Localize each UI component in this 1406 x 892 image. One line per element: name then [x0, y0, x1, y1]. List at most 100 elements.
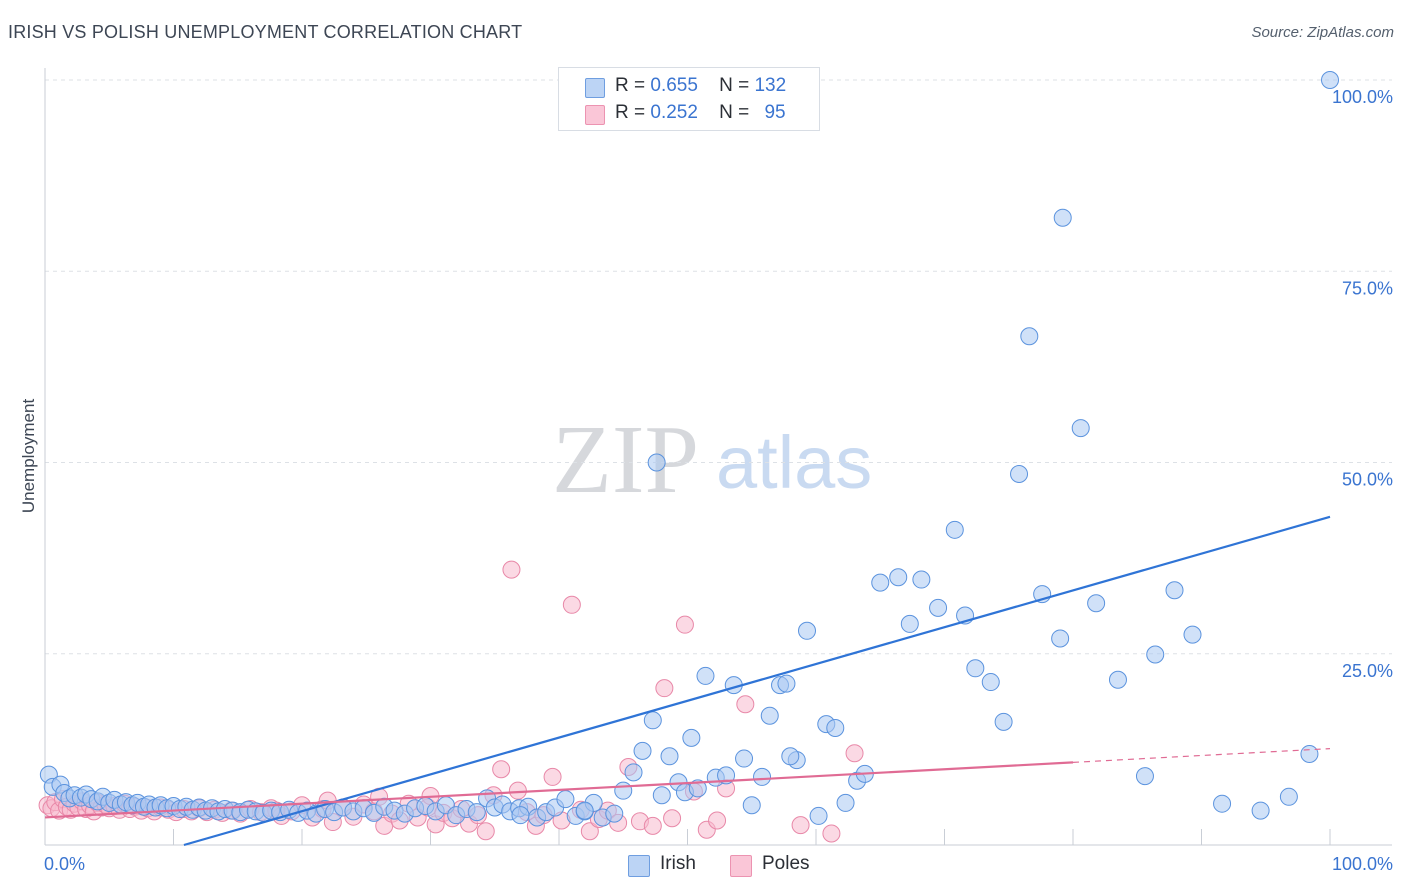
irish-point	[836, 793, 855, 812]
y-tick-label: 50.0%	[1342, 470, 1393, 490]
x-tick-label: 0.0%	[44, 854, 85, 874]
irish-points	[39, 71, 1339, 827]
poles-point	[502, 560, 521, 579]
n-value-poles: 95	[764, 102, 786, 123]
poles-point	[543, 767, 562, 786]
poles-point	[508, 781, 527, 800]
legend-poles-label: Poles	[762, 853, 810, 874]
irish-point	[633, 741, 652, 760]
irish-point	[945, 520, 964, 539]
irish-point	[1251, 801, 1270, 820]
poles-point	[708, 811, 727, 830]
poles-swatch	[585, 105, 605, 125]
irish-point	[1213, 794, 1232, 813]
n-label: N =	[719, 102, 750, 123]
irish-point	[1146, 645, 1165, 664]
legend-irish-label: Irish	[660, 853, 696, 874]
irish-point	[871, 573, 890, 592]
irish-point	[652, 786, 671, 805]
poles-point	[492, 760, 511, 779]
irish-point	[1051, 629, 1070, 648]
irish-point	[760, 706, 779, 725]
irish-point	[929, 598, 948, 617]
irish-point	[1053, 208, 1072, 227]
irish-point	[643, 711, 662, 730]
irish-swatch	[585, 78, 605, 98]
irish-point	[575, 801, 594, 820]
legend-irish-swatch	[628, 855, 650, 877]
irish-trend-line	[183, 515, 1331, 847]
irish-point	[647, 453, 666, 472]
irish-point	[753, 767, 772, 786]
irish-point	[467, 803, 486, 822]
irish-point	[1279, 787, 1298, 806]
y-axis-label: Unemployment	[19, 399, 38, 514]
irish-point	[511, 806, 530, 825]
irish-point	[1010, 464, 1029, 483]
poles-point	[675, 615, 694, 634]
irish-point	[614, 781, 633, 800]
legend-poles-swatch	[730, 855, 752, 877]
irish-point	[1135, 767, 1154, 786]
r-label: R =	[615, 75, 646, 96]
poles-point	[791, 816, 810, 835]
irish-point	[1165, 581, 1184, 600]
irish-point	[660, 747, 679, 766]
irish-point	[966, 659, 985, 678]
axes	[44, 68, 1392, 846]
irish-point	[682, 728, 701, 747]
irish-point	[798, 621, 817, 640]
irish-point	[1071, 419, 1090, 438]
irish-point	[900, 614, 919, 633]
irish-point	[1087, 594, 1106, 613]
irish-point	[912, 570, 931, 589]
irish-point	[781, 747, 800, 766]
irish-point	[688, 779, 707, 798]
trend-lines	[44, 515, 1331, 847]
poles-point	[822, 824, 841, 843]
y-tick-label: 25.0%	[1342, 661, 1393, 681]
poles-point	[476, 822, 495, 841]
poles-point	[655, 679, 674, 698]
chart-title: IRISH VS POLISH UNEMPLOYMENT CORRELATION…	[8, 22, 523, 42]
irish-point	[1183, 625, 1202, 644]
watermark: ZIP atlas	[552, 406, 872, 514]
poles-point	[643, 816, 662, 835]
irish-point	[605, 804, 624, 823]
irish-point	[1300, 744, 1319, 763]
correlation-stats-box: R = 0.655 N = 132 R = 0.252 N = 95	[558, 67, 820, 131]
irish-point	[717, 766, 736, 785]
irish-point	[826, 718, 845, 737]
y-tick-label: 100.0%	[1332, 87, 1393, 107]
irish-point	[1108, 670, 1127, 689]
tick-labels: 25.0% 50.0% 75.0% 100.0% 0.0% 100.0%	[44, 87, 1393, 874]
poles-point	[663, 809, 682, 828]
poles-trend-line	[44, 761, 1074, 819]
r-value-irish: 0.655	[650, 75, 698, 96]
irish-point	[809, 806, 828, 825]
irish-point	[742, 796, 761, 815]
legend: Irish Poles	[0, 850, 1406, 880]
r-value-poles: 0.252	[650, 102, 698, 123]
irish-point	[981, 673, 1000, 692]
poles-point	[845, 744, 864, 763]
source-label: Source: ZipAtlas.com	[1251, 24, 1394, 41]
poles-trend-extension	[1072, 748, 1331, 763]
irish-point	[994, 712, 1013, 731]
gridlines	[45, 79, 1392, 655]
irish-point	[556, 790, 575, 809]
irish-point	[735, 749, 754, 768]
irish-point	[1020, 327, 1039, 346]
irish-point	[624, 763, 643, 782]
irish-point	[889, 568, 908, 587]
watermark-zip: ZIP	[552, 406, 699, 514]
irish-point	[777, 674, 796, 693]
poles-point	[580, 822, 599, 841]
n-value-irish: 132	[754, 75, 787, 96]
y-tick-label: 75.0%	[1342, 278, 1393, 298]
r-label: R =	[615, 102, 646, 123]
x-tick-label: 100.0%	[1332, 854, 1393, 874]
n-label: N =	[719, 75, 750, 96]
poles-point	[562, 595, 581, 614]
